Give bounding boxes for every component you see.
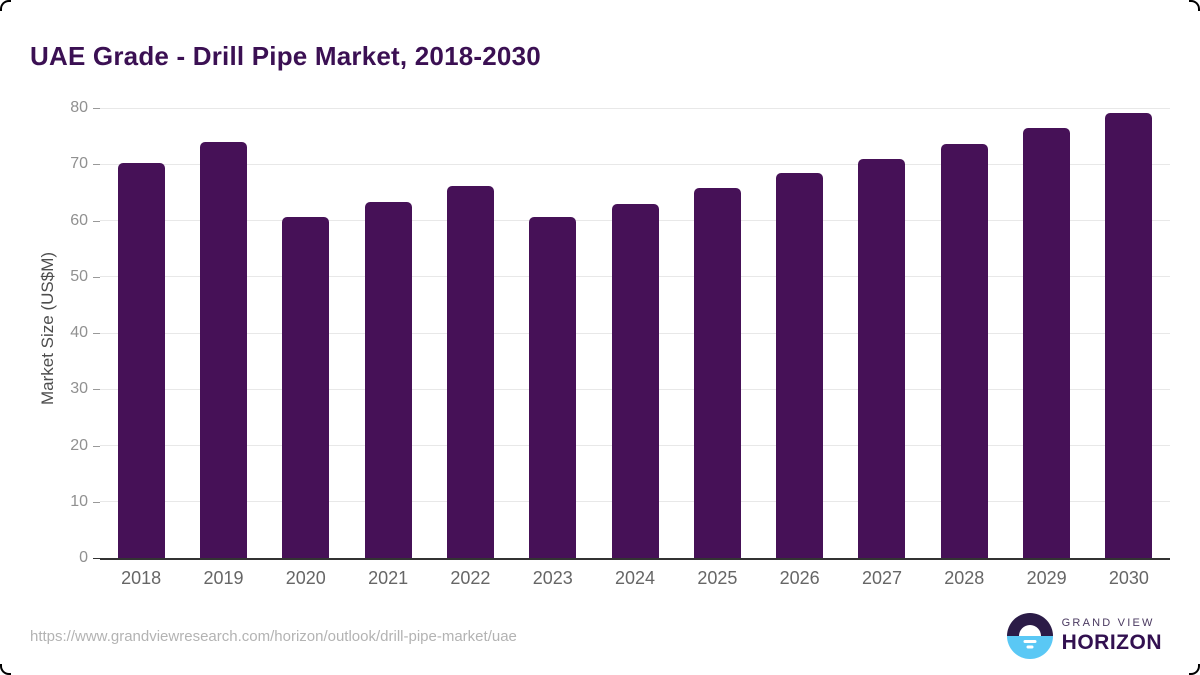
- x-tick-label-2019: 2019: [203, 568, 244, 588]
- canvas-corner-top-left: [0, 0, 11, 11]
- bar-2029[interactable]: [1023, 128, 1071, 558]
- logo-wordmark: GRAND VIEW HORIZON: [1062, 617, 1162, 655]
- y-tick-mark-80: [93, 108, 100, 109]
- y-tick-mark-20: [93, 445, 100, 447]
- y-tick-label-0: 0: [79, 549, 88, 566]
- x-tick-label-2027: 2027: [861, 568, 902, 588]
- bar-2028[interactable]: [940, 144, 988, 558]
- y-tick-label-30: 30: [70, 380, 88, 398]
- logo-line-grand-view: GRAND VIEW: [1061, 617, 1155, 629]
- bar-2024[interactable]: [611, 203, 659, 558]
- gridline-80: [100, 107, 1170, 109]
- x-tick-label-2026: 2026: [779, 568, 820, 588]
- y-tick-mark-30: [93, 389, 100, 391]
- grand-view-horizon-logo: GRAND VIEW HORIZON: [1006, 613, 1162, 659]
- canvas-corner-top-right: [1189, 0, 1200, 11]
- source-url: https://www.grandviewresearch.com/horizo…: [30, 628, 517, 645]
- y-tick-mark-60: [93, 220, 100, 222]
- x-tick-label-2024: 2024: [615, 568, 656, 588]
- bar-chart-plot-area: [100, 107, 1170, 560]
- y-tick-mark-10: [93, 501, 100, 503]
- x-tick-label-2029: 2029: [1026, 568, 1067, 588]
- x-axis-labels: 2018 2019 2020 2021 2022 2023 2024 2025 2026 2027…: [100, 568, 1170, 589]
- bar-slot-2027: [841, 108, 923, 558]
- bar-slot-2028: [923, 108, 1005, 558]
- gridline-70: [100, 163, 1170, 165]
- page-title: UAE Grade - Drill Pipe Market, 2018-2030: [30, 41, 541, 72]
- bar-slot-2024: [594, 108, 676, 558]
- canvas-corner-bottom-right: [1189, 664, 1200, 675]
- logo-line-horizon: HORIZON: [1061, 631, 1162, 654]
- bar-slot-2023: [512, 108, 594, 558]
- y-tick-label-70: 70: [70, 155, 88, 173]
- y-tick-label-10: 10: [70, 492, 88, 510]
- bar-slot-2018: [100, 108, 182, 558]
- x-tick-label-2025: 2025: [697, 568, 738, 588]
- bar-2026[interactable]: [776, 173, 824, 558]
- bar-slot-2022: [429, 108, 511, 558]
- y-tick-label-80: 80: [70, 99, 88, 116]
- y-tick-label-50: 50: [70, 267, 88, 285]
- bar-2021[interactable]: [364, 201, 412, 558]
- bar-slot-2030: [1088, 108, 1170, 558]
- bar-slot-2025: [676, 108, 758, 558]
- y-tick-mark-70: [93, 164, 100, 166]
- x-tick-label-2030: 2030: [1108, 568, 1149, 588]
- bar-2020[interactable]: [282, 217, 330, 558]
- x-tick-label-2022: 2022: [450, 568, 491, 588]
- bars-row: [100, 108, 1170, 558]
- x-tick-label-2021: 2021: [368, 568, 409, 588]
- y-tick-label-60: 60: [70, 211, 88, 229]
- canvas-corner-bottom-left: [0, 664, 11, 675]
- bar-2018[interactable]: [117, 163, 165, 558]
- y-tick-mark-0: [93, 558, 100, 559]
- bar-slot-2019: [182, 108, 264, 558]
- bar-2019[interactable]: [199, 141, 247, 558]
- bar-slot-2021: [347, 108, 429, 558]
- bar-2023[interactable]: [529, 217, 577, 558]
- y-tick-label-20: 20: [70, 436, 88, 454]
- y-tick-mark-50: [93, 276, 100, 278]
- bar-2027[interactable]: [858, 158, 906, 558]
- bar-2022[interactable]: [446, 186, 494, 558]
- x-tick-label-2023: 2023: [532, 568, 573, 588]
- horizon-sun-icon: [1006, 613, 1053, 659]
- bar-slot-2020: [265, 108, 347, 558]
- y-tick-mark-40: [93, 333, 100, 334]
- bar-2030[interactable]: [1105, 112, 1153, 558]
- bar-2025[interactable]: [693, 188, 741, 558]
- x-tick-label-2018: 2018: [121, 568, 162, 588]
- bar-slot-2029: [1005, 108, 1087, 558]
- x-tick-label-2020: 2020: [285, 568, 326, 588]
- x-tick-label-2028: 2028: [944, 568, 985, 588]
- bar-slot-2026: [759, 108, 841, 558]
- y-tick-label-40: 40: [70, 324, 88, 341]
